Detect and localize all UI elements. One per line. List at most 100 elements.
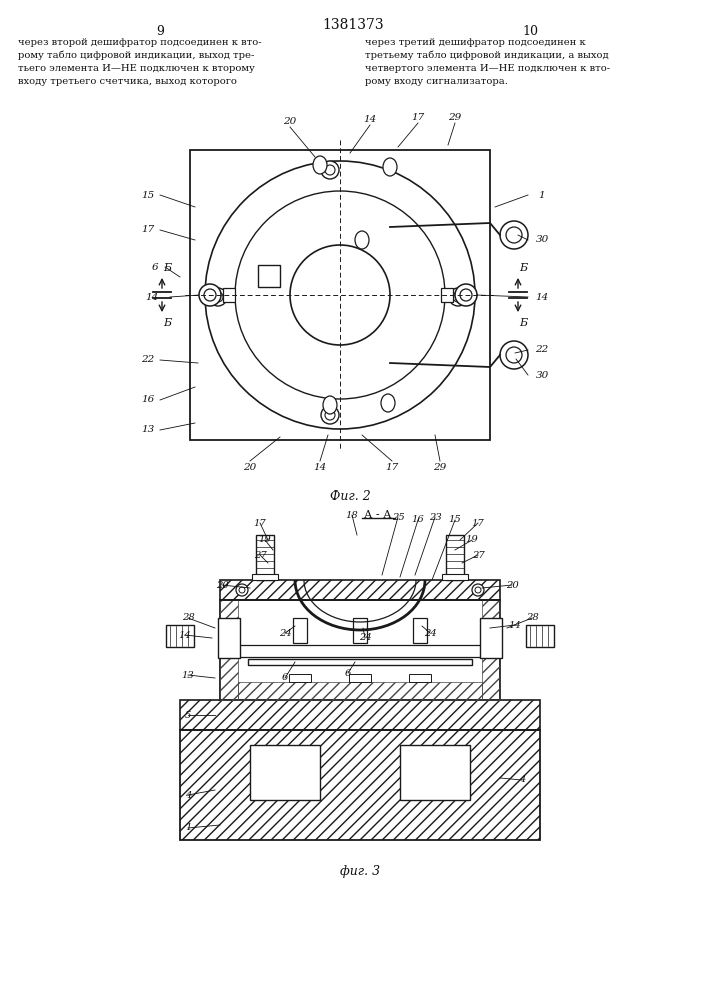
Text: 29: 29 [448,112,462,121]
Text: 17: 17 [385,462,399,472]
Ellipse shape [235,191,445,399]
Text: 27: 27 [254,550,267,560]
Bar [409,674,431,682]
Text: Б: Б [163,263,171,273]
Text: 20: 20 [284,116,297,125]
Text: 20: 20 [506,580,518,589]
Text: 20: 20 [216,580,228,589]
Text: входу третьего счетчика, выход которого: входу третьего счетчика, выход которого [18,77,237,86]
Ellipse shape [323,396,337,414]
Text: 6: 6 [152,262,158,271]
Circle shape [449,288,467,306]
Circle shape [321,406,339,424]
Bar [180,730,540,840]
Circle shape [506,347,522,363]
Text: 14: 14 [313,462,327,472]
Text: 14: 14 [508,620,521,630]
Ellipse shape [290,245,390,345]
Text: 9: 9 [156,25,164,38]
Text: 14: 14 [535,292,549,302]
Text: 4: 4 [519,776,525,784]
Text: тьего элемента И—НЕ подключен к второму: тьего элемента И—НЕ подключен к второму [18,64,255,73]
Bar [190,150,490,440]
Text: 17: 17 [411,112,425,121]
Text: 6: 6 [345,668,351,678]
Text: Б: Б [163,318,171,328]
Bar [218,618,240,658]
Bar [441,288,453,302]
Text: рому табло цифровой индикации, выход тре-: рому табло цифровой индикации, выход тре… [18,51,255,60]
Circle shape [199,284,221,306]
Bar [238,645,482,657]
Text: 30: 30 [535,235,549,244]
Bar [480,618,502,658]
Ellipse shape [355,231,369,249]
Circle shape [453,292,463,302]
Ellipse shape [205,161,475,429]
Text: 18: 18 [346,510,358,520]
Text: 29: 29 [433,462,447,472]
Text: Б: Б [519,263,527,273]
Text: 10: 10 [522,25,538,38]
Bar [349,674,371,682]
Circle shape [475,587,481,593]
Text: 19: 19 [259,536,271,544]
Text: 28: 28 [525,613,538,622]
Bar [258,265,280,287]
Text: 22: 22 [141,356,155,364]
Text: 19: 19 [466,536,479,544]
Text: 13: 13 [141,426,155,434]
Text: 20: 20 [243,462,257,472]
Bar [238,682,482,700]
Text: 4: 4 [185,790,191,800]
Text: 24: 24 [358,634,371,643]
Text: 28: 28 [182,613,194,622]
Circle shape [460,289,472,301]
Text: 27: 27 [472,550,484,560]
Circle shape [239,587,245,593]
Text: 1381373: 1381373 [322,18,384,32]
Circle shape [204,289,216,301]
Text: А - А: А - А [364,510,392,520]
Circle shape [325,410,335,420]
Bar [526,625,554,647]
Circle shape [506,227,522,243]
Circle shape [209,288,227,306]
Circle shape [236,584,248,596]
Text: 16: 16 [411,516,424,524]
Text: 30: 30 [535,370,549,379]
Bar [482,600,500,700]
Bar [220,600,500,700]
Bar [220,600,238,700]
Bar [166,625,194,647]
Circle shape [321,161,339,179]
Text: 22: 22 [535,346,549,355]
Bar [248,659,472,665]
Circle shape [213,292,223,302]
Text: 17: 17 [254,518,267,528]
Ellipse shape [383,158,397,176]
Text: 17: 17 [141,226,155,234]
Ellipse shape [313,156,327,174]
Text: 6: 6 [282,674,288,682]
Text: 14: 14 [363,114,377,123]
Bar [256,535,274,580]
Text: 17: 17 [472,518,484,528]
Text: 24: 24 [279,629,291,638]
Bar [400,745,470,800]
Text: 14: 14 [179,631,192,640]
Bar [220,580,500,600]
Text: рому входу сигнализатора.: рому входу сигнализатора. [365,77,508,86]
Circle shape [325,165,335,175]
Text: третьему табло цифровой индикации, а выход: третьему табло цифровой индикации, а вых… [365,51,609,60]
Text: 15: 15 [449,516,462,524]
Bar [353,618,367,643]
Text: 23: 23 [428,512,441,522]
Bar [293,618,307,643]
Ellipse shape [381,394,395,412]
Text: через третий дешифратор подсоединен к: через третий дешифратор подсоединен к [365,38,586,47]
Text: Фиг. 2: Фиг. 2 [329,490,370,503]
Circle shape [472,584,484,596]
Bar [252,574,278,580]
Text: 15: 15 [141,190,155,200]
